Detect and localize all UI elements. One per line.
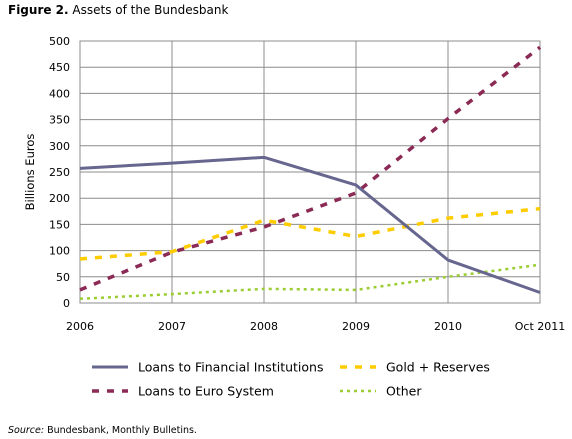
y-tick-labels: 0 50 100 150 200 250 300 350 400 450 500 [49, 35, 70, 310]
y-axis-title: Billions Euros [23, 134, 37, 211]
x-tick-label: 2010 [434, 320, 462, 333]
source-note: Source: Bundesbank, Monthly Bulletins. [8, 425, 197, 436]
x-tick-label: 2008 [250, 320, 278, 333]
y-tick-label: 450 [49, 61, 70, 74]
series-line-gold-reserves [79, 206, 541, 261]
y-tick-label: 100 [49, 245, 70, 258]
y-tick-label: 500 [49, 35, 70, 48]
plot-area-border [79, 40, 541, 304]
x-tick-label: 2006 [66, 320, 94, 333]
source-label: Source: [8, 425, 45, 436]
x-tick-label: Oct 2011 [515, 320, 566, 333]
x-tick-labels: 2006 2007 2008 2009 2010 Oct 2011 [66, 320, 565, 333]
source-text: Bundesbank, Monthly Bulletins. [47, 425, 197, 436]
legend-label-gold-reserves: Gold + Reserves [386, 360, 490, 375]
x-tick-label: 2007 [158, 320, 186, 333]
y-tick-label: 400 [49, 87, 70, 100]
y-tick-label: 250 [49, 166, 70, 179]
y-tick-label: 50 [56, 271, 70, 284]
series-line-other [79, 263, 541, 301]
y-tick-label: 0 [63, 297, 70, 310]
legend-label-other: Other [386, 384, 422, 399]
series-line-loans-to-euro-system [79, 45, 542, 292]
x-tick-label: 2009 [342, 320, 370, 333]
y-tick-label: 200 [49, 192, 70, 205]
series-lines [79, 45, 542, 301]
legend-label-loans-to-euro-system: Loans to Euro System [138, 384, 274, 399]
series-line-loans-to-financial-institutions [79, 155, 541, 294]
legend-label-loans-to-financial-institutions: Loans to Financial Institutions [138, 360, 323, 375]
figure-caption: Figure 2. Assets of the Bundesbank [8, 3, 228, 17]
figure-label: Figure 2. [8, 3, 69, 17]
legend: Loans to Financial Institutions Gold + Re… [92, 360, 490, 399]
y-tick-label: 300 [49, 140, 70, 153]
y-tick-label: 150 [49, 218, 70, 231]
figure-title: Assets of the Bundesbank [72, 3, 229, 17]
y-tick-label: 350 [49, 114, 70, 127]
